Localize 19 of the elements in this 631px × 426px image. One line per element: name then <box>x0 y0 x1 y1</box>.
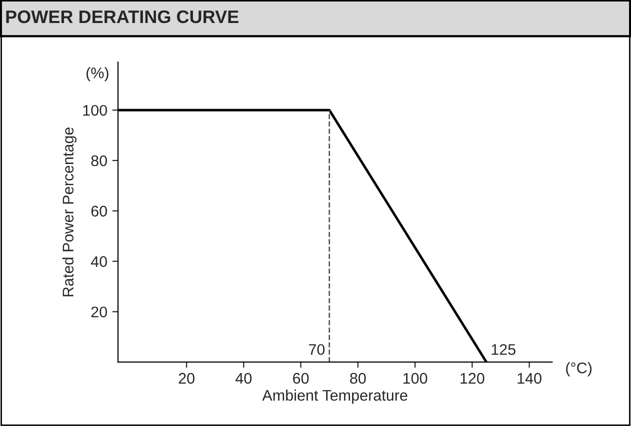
text: (°C) <box>566 362 592 376</box>
y-tick-label: 20 <box>91 306 107 318</box>
x-tick-label: 20 <box>178 372 194 384</box>
x-tick-label: 100 <box>403 372 428 384</box>
x-tick-label: 40 <box>236 372 252 384</box>
x-tick-label: 120 <box>460 372 484 384</box>
y-axis-title: Rated Power Percentage <box>62 127 77 296</box>
x-tick-label: 60 <box>293 372 309 384</box>
x-tick-label: 80 <box>350 372 366 384</box>
text: (%) <box>86 67 108 82</box>
annotation: 125 <box>492 344 516 355</box>
y-tick-label: 100 <box>83 104 107 116</box>
chart-title: POWER DERATING CURVE <box>6 10 238 24</box>
y-tick-label: 80 <box>91 155 107 166</box>
x-axis-title: Ambient Temperature <box>262 390 408 404</box>
y-tick-label: 60 <box>91 206 107 217</box>
y-tick-label: 40 <box>90 256 107 267</box>
annotation: 70 <box>308 344 325 355</box>
x-tick-label: 140 <box>518 372 542 384</box>
